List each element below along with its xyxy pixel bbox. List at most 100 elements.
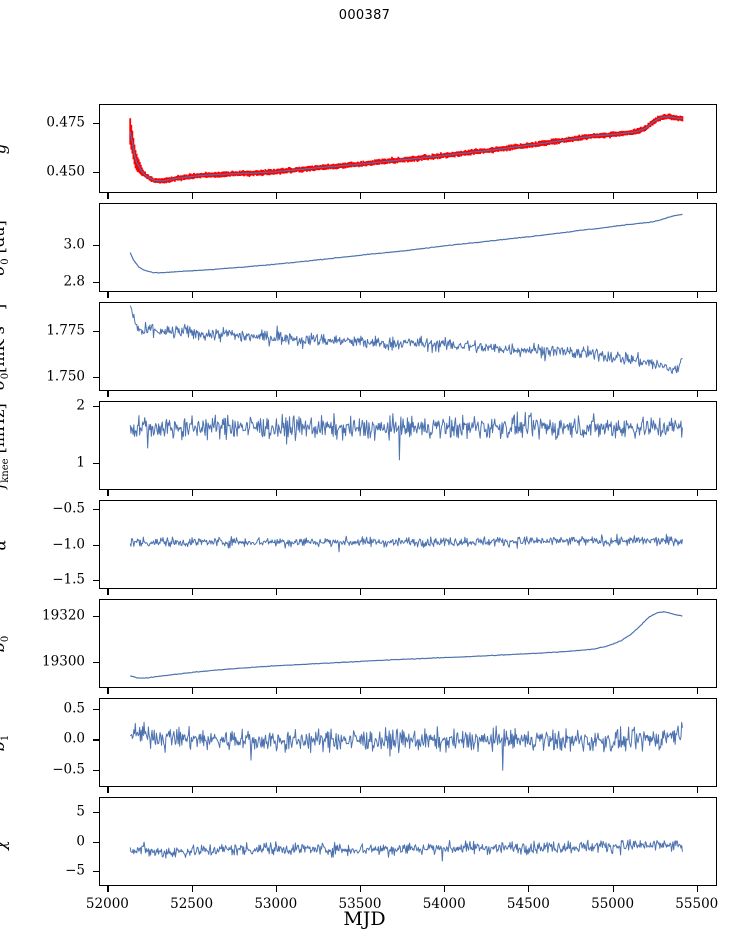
y-tick-label: −1.0 — [52, 535, 85, 552]
y-tick-mark — [93, 661, 99, 663]
plot-panel-sigma0-du — [99, 203, 717, 292]
x-tick-label: 52500 — [170, 896, 214, 912]
y-tick-mark — [93, 244, 99, 246]
x-tick-mark — [107, 292, 109, 298]
figure-title: 000387 — [338, 8, 391, 23]
x-tick-mark — [444, 292, 446, 298]
x-tick-mark — [191, 292, 193, 298]
x-tick-mark — [444, 589, 446, 595]
x-tick-mark — [360, 589, 362, 595]
plot-panel-f-knee — [99, 401, 717, 490]
x-axis-label: MJD — [343, 908, 386, 930]
x-tick-mark — [696, 688, 698, 694]
x-tick-mark — [275, 886, 277, 892]
y-tick-mark — [93, 462, 99, 464]
x-tick-label: 53500 — [338, 896, 382, 912]
x-tick-mark — [275, 292, 277, 298]
x-tick-mark — [107, 787, 109, 793]
series-line-sigma0-mK — [129, 305, 683, 374]
x-tick-label: 53000 — [254, 896, 298, 912]
x-tick-label: 54000 — [422, 896, 466, 912]
x-tick-mark — [444, 886, 446, 892]
x-tick-mark — [612, 688, 614, 694]
y-tick-label: 5 — [76, 803, 85, 820]
y-tick-label: 19300 — [42, 653, 85, 669]
y-tick-label: 1.750 — [46, 368, 85, 385]
x-tick-mark — [528, 688, 530, 694]
y-tick-mark — [93, 122, 99, 124]
x-tick-mark — [191, 886, 193, 892]
x-tick-mark — [360, 886, 362, 892]
y-tick-mark — [93, 708, 99, 711]
y-tick-label: 0 — [76, 832, 85, 849]
y-tick-label: −0.5 — [52, 761, 85, 778]
series-line-alpha — [129, 533, 683, 553]
x-tick-mark — [107, 886, 109, 892]
x-tick-mark — [275, 490, 277, 496]
y-tick-label: 1.775 — [46, 321, 85, 338]
x-tick-mark — [191, 490, 193, 496]
x-tick-label: 52000 — [85, 896, 129, 912]
y-tick-label: 0.475 — [46, 114, 85, 131]
x-tick-mark — [528, 292, 530, 298]
y-tick-label: −0.5 — [52, 499, 85, 516]
plot-panel-sigma0-mK — [99, 302, 717, 391]
x-tick-mark — [107, 193, 109, 199]
y-tick-label: 19320 — [42, 607, 85, 624]
x-tick-mark — [275, 391, 277, 397]
x-tick-label: 55500 — [675, 896, 719, 912]
y-tick-mark — [93, 580, 99, 582]
y-tick-mark — [93, 377, 99, 379]
x-tick-mark — [107, 688, 109, 694]
x-tick-label: 55000 — [591, 896, 635, 912]
y-tick-mark — [93, 330, 99, 332]
y-tick-mark — [93, 870, 99, 872]
y-tick-label: 3.0 — [63, 235, 85, 252]
plot-panel-alpha — [99, 500, 717, 589]
x-tick-mark — [191, 688, 193, 694]
plot-panel-data-points — [99, 104, 717, 193]
y-tick-mark — [93, 172, 99, 174]
y-tick-label: 0.5 — [63, 700, 85, 717]
x-tick-mark — [191, 391, 193, 397]
y-tick-mark — [93, 544, 99, 546]
x-tick-mark — [612, 787, 614, 793]
x-tick-mark — [528, 490, 530, 496]
x-tick-mark — [444, 688, 446, 694]
y-tick-mark — [93, 405, 99, 407]
y-tick-label: −5 — [65, 862, 85, 879]
series-line-f-knee — [129, 411, 683, 461]
plot-panel-b0 — [99, 599, 717, 688]
x-tick-mark — [275, 688, 277, 694]
plot-panel-b1 — [99, 698, 717, 787]
x-tick-mark — [612, 292, 614, 298]
x-tick-mark — [612, 391, 614, 397]
x-tick-mark — [696, 292, 698, 298]
y-tick-label: 2 — [76, 396, 85, 413]
y-tick-label: 0.450 — [46, 163, 85, 180]
x-tick-mark — [612, 886, 614, 892]
x-tick-mark — [696, 193, 698, 199]
y-tick-mark — [93, 812, 99, 814]
scatter-points-red — [129, 113, 684, 184]
x-tick-mark — [107, 391, 109, 397]
y-tick-mark — [93, 281, 99, 283]
x-tick-mark — [275, 589, 277, 595]
x-tick-mark — [612, 193, 614, 199]
y-tick-mark — [93, 508, 99, 510]
series-line-sigma0-du — [129, 213, 683, 274]
y-tick-label: −1.5 — [52, 571, 85, 588]
x-tick-mark — [275, 787, 277, 793]
y-axis-label-7: χ2 — [0, 782, 10, 902]
x-tick-mark — [360, 193, 362, 199]
x-tick-mark — [360, 391, 362, 397]
y-tick-mark — [93, 769, 99, 772]
x-tick-mark — [696, 589, 698, 595]
x-tick-mark — [360, 490, 362, 496]
x-tick-mark — [612, 589, 614, 595]
x-tick-mark — [528, 589, 530, 595]
y-tick-mark — [93, 616, 99, 618]
x-tick-mark — [528, 391, 530, 397]
x-tick-mark — [191, 787, 193, 793]
